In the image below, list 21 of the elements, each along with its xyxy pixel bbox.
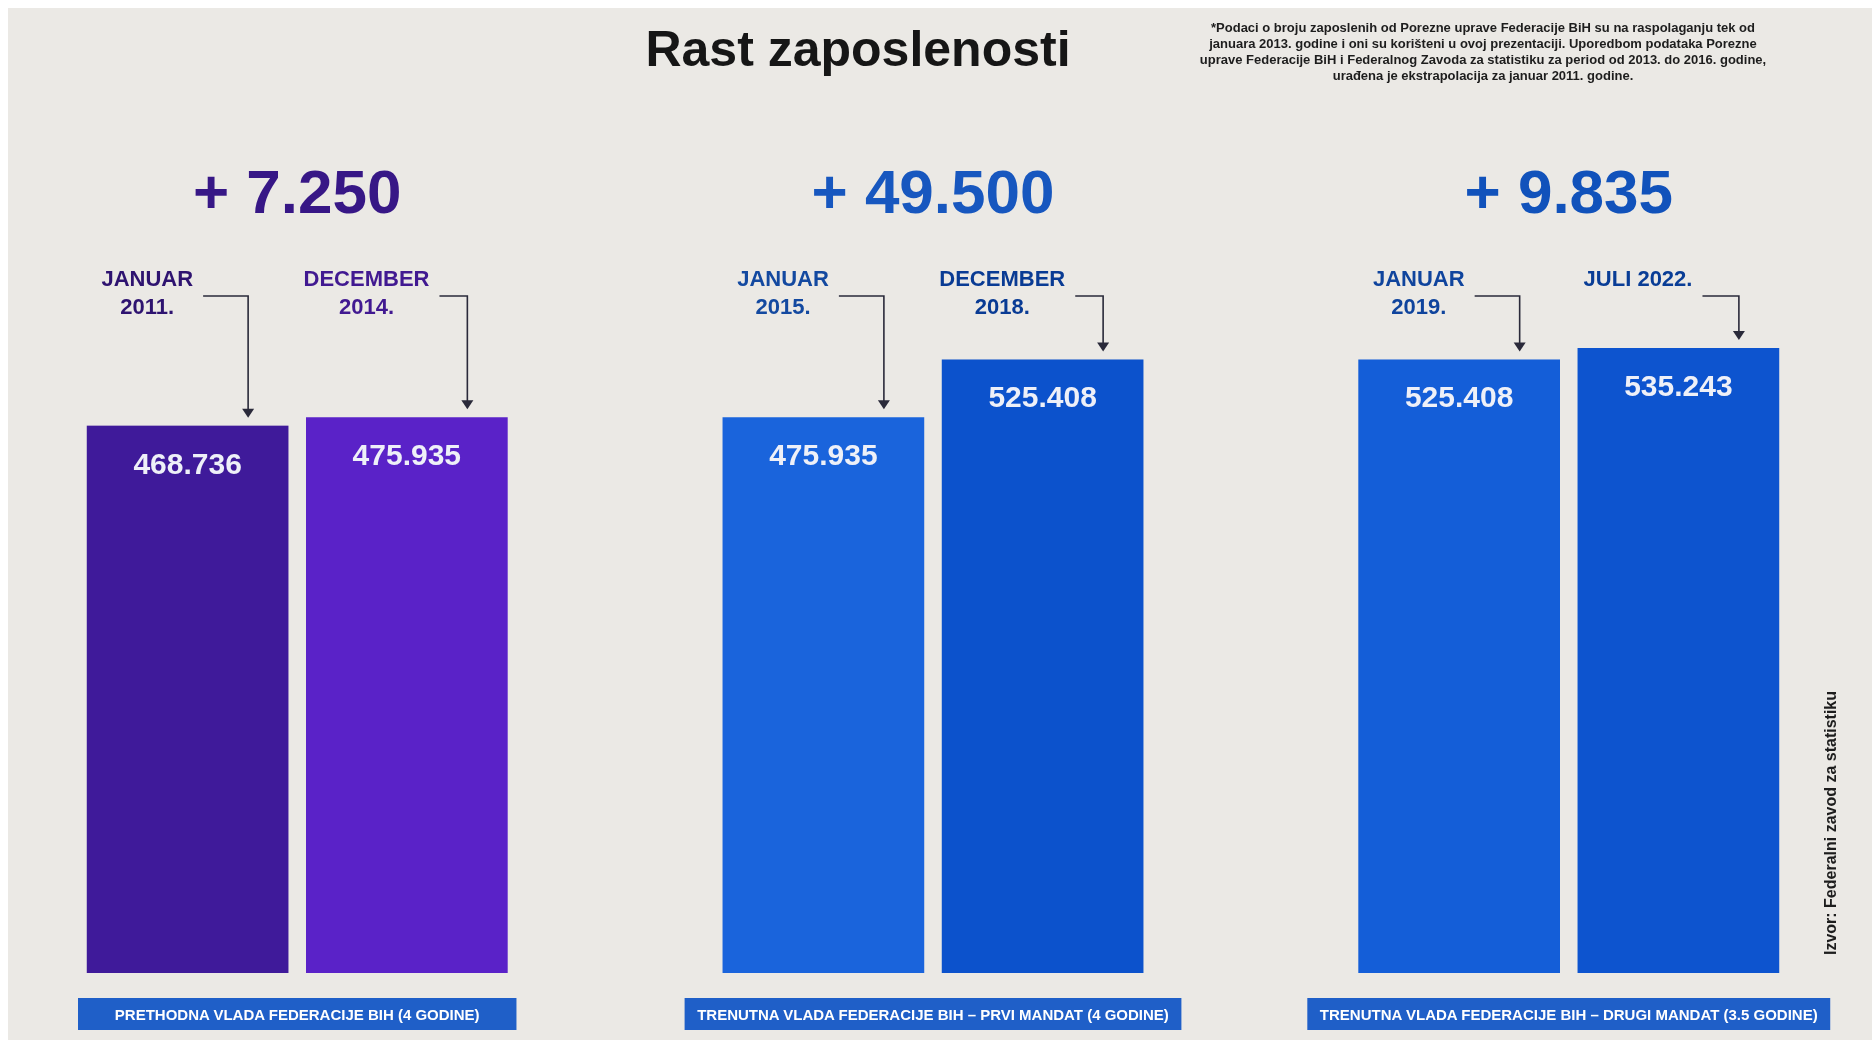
x-tick-label: JANUAR 2015. [737,266,829,319]
text: + 49.500 [811,157,1055,226]
data-label: 475.935 [352,438,462,472]
data-label: 468.736 [133,446,242,480]
text: PRETHODNA VLADA FEDERACIJE BIH (4 GODINE) [114,1006,480,1023]
text: + 9.835 [1464,157,1674,226]
text: + 7.250 [192,157,402,226]
text: TRENUTNA VLADA FEDERACIJE BIH – PRVI MANDAT (4 GODINE) [697,1006,1169,1023]
text: TRENUTNA VLADA FEDERACIJE BIH – DRUGI MANDAT (3.5 GODINE) [1319,1006,1818,1023]
data-label: 535.243 [1624,369,1733,402]
chart-title: Rast zaposlenosti [645,21,1071,77]
text: Izvor: Federalni zavod za statistiku [1822,690,1839,956]
data-label: 525.408 [1404,380,1514,414]
x-tick-label: DECEMBER 2018. [939,266,1066,319]
x-tick-label: JANUAR 2011. [101,266,194,319]
x-tick-label: JANUAR 2019. [1372,266,1465,319]
text: *Podaci o broju zaposlenih od Porezne uprave Federacije BiH su na raspolaganju tek od januara 2013. godine i oni su korišteni u ovoj prezentaciji. Uporedbom podataka Porezne uprave Federacije BiH i Federalnog Zavoda za statistiku za period od 2013. do 2016. godine, urađena je ekstrapolacija za januar 2011. godine. [1199,20,1767,83]
x-tick-label: DECEMBER 2014. [303,266,430,319]
data-label: 475.935 [769,438,878,472]
x-tick-label: JULI 2022. [1583,266,1693,291]
data-label: 525.408 [988,380,1097,414]
